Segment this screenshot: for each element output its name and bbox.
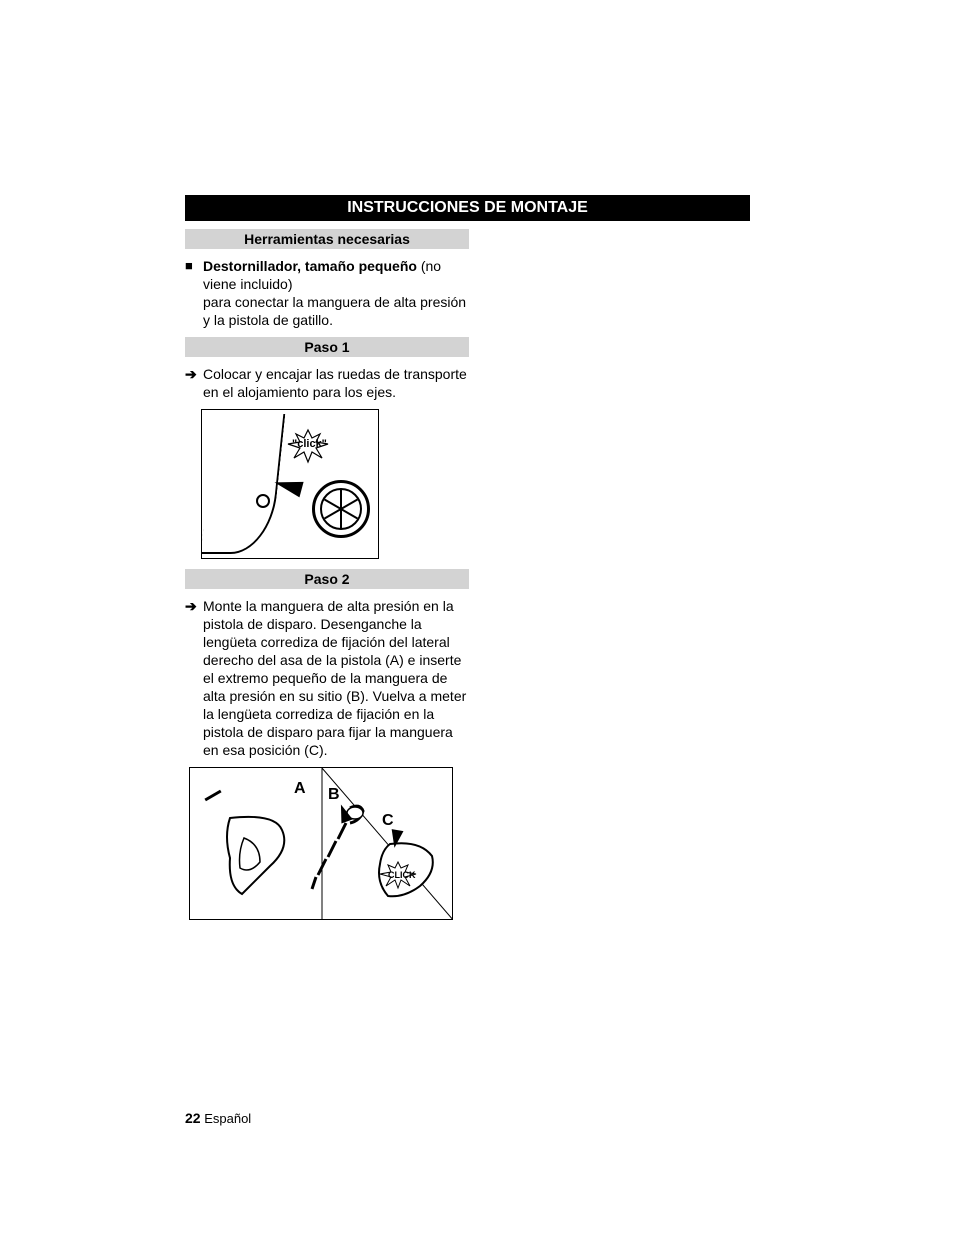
left-column: Herramientas necesarias ■ Destornillador… [185,229,469,920]
arrow-bullet-icon: ➔ [185,365,203,383]
arrow-bullet-icon: ➔ [185,597,203,615]
section-title-bar: INSTRUCCIONES DE MONTAJE [185,195,750,221]
step2-text: Monte la manguera de alta presión en la … [203,597,469,759]
wheel-insert-arrow-icon [272,475,303,498]
content-column: INSTRUCCIONES DE MONTAJE Herramientas ne… [185,195,750,930]
click-label-c: CLICK [388,870,416,880]
page-footer: 22 Español [185,1110,251,1126]
step2-figure: CLICK A B C [189,767,453,920]
figure-label-b: B [328,786,340,804]
figure-label-c: C [382,812,394,830]
step1-item: ➔ Colocar y encajar las ruedas de transp… [185,365,469,401]
step2-item: ➔ Monte la manguera de alta presión en l… [185,597,469,759]
washer-body-outline [201,414,285,554]
tools-item-lead: Destornillador, tamaño pequeño [203,258,417,274]
step1-heading: Paso 1 [185,337,469,357]
tools-item: ■ Destornillador, tamaño pequeño (no vie… [185,257,469,329]
step2-heading: Paso 2 [185,569,469,589]
step1-figure: "click" [201,409,379,559]
tools-heading: Herramientas necesarias [185,229,469,249]
hose-insert-icon [310,803,365,893]
step1-text: Colocar y encajar las ruedas de transpor… [203,365,469,401]
page-number: 22 [185,1110,201,1126]
click-label: "click" [292,438,327,450]
tools-item-body: Destornillador, tamaño pequeño (no viene… [203,257,469,329]
footer-language: Español [204,1111,251,1126]
tools-item-desc: para conectar la manguera de alta presió… [203,294,466,328]
axle-hub-icon [256,494,270,508]
spray-gun-a-icon [220,808,300,898]
figure-label-a: A [294,780,306,798]
square-bullet-icon: ■ [185,257,203,275]
